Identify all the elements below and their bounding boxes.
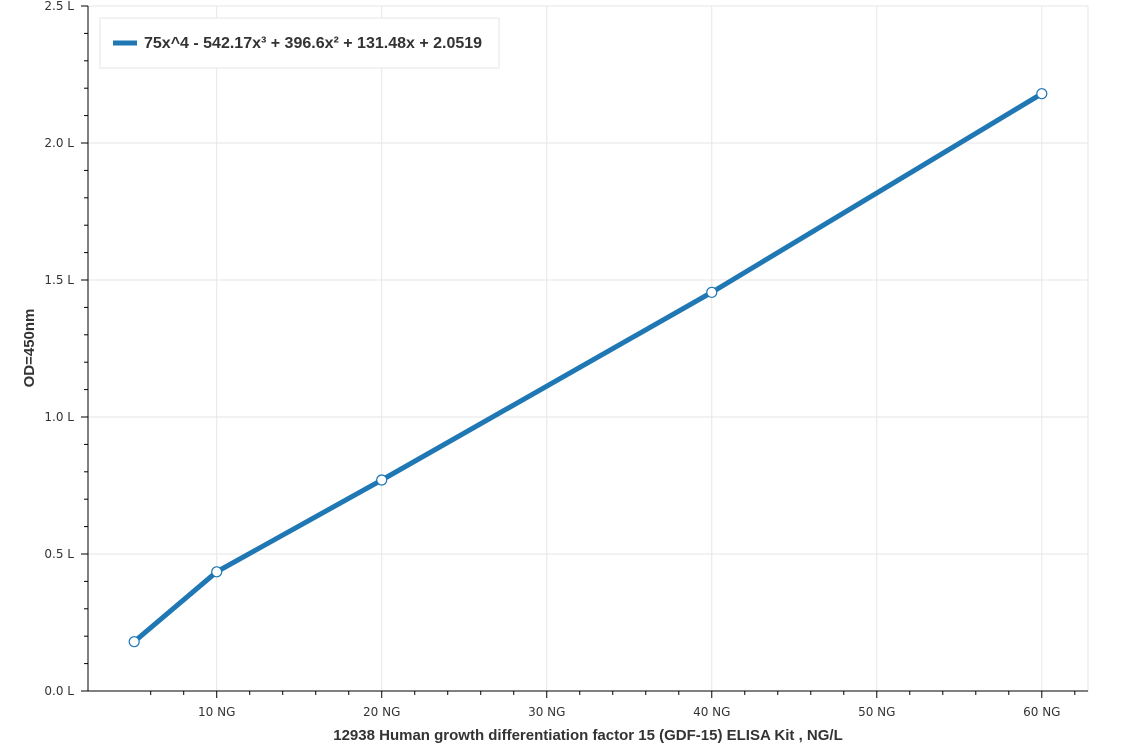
x-tick-label: 50 NG xyxy=(858,705,895,719)
legend-box xyxy=(99,17,500,69)
series-line xyxy=(131,91,1045,645)
y-tick-label: 2.0 L xyxy=(44,136,74,150)
y-tick-label: 1.0 L xyxy=(44,410,74,424)
plot-frame xyxy=(87,5,1089,692)
grid-layer xyxy=(87,5,1089,692)
legend-label: 75x^4 - 542.17x³ + 396.6x² + 131.48x + 2… xyxy=(144,35,482,52)
x-axis-title: 12938 Human growth differentiation facto… xyxy=(333,727,843,744)
data-point xyxy=(211,566,223,578)
y-tick-label: 0.0 L xyxy=(44,684,74,698)
x-tick-label: 40 NG xyxy=(693,705,730,719)
data-point xyxy=(706,286,718,298)
legend: 75x^4 - 542.17x³ + 396.6x² + 131.48x + 2… xyxy=(99,17,500,69)
axes-layer: 10 NG 20 NG 30 NG 40 NG 50 NG 60 NG 0.0 L 0.5 L… xyxy=(44,0,1088,719)
y-axis-title: OD=450nm xyxy=(21,309,38,388)
data-point xyxy=(1036,88,1048,100)
series-layer xyxy=(128,88,1048,648)
x-tick-label: 60 NG xyxy=(1023,705,1060,719)
data-point xyxy=(376,474,388,486)
data-point xyxy=(128,636,140,648)
x-tick-label: 30 NG xyxy=(528,705,565,719)
y-tick-label: 0.5 L xyxy=(44,547,74,561)
x-tick-label: 20 NG xyxy=(363,705,400,719)
x-tick-label: 10 NG xyxy=(198,705,235,719)
y-tick-label: 2.5 L xyxy=(44,0,74,13)
y-tick-label: 1.5 L xyxy=(44,273,74,287)
